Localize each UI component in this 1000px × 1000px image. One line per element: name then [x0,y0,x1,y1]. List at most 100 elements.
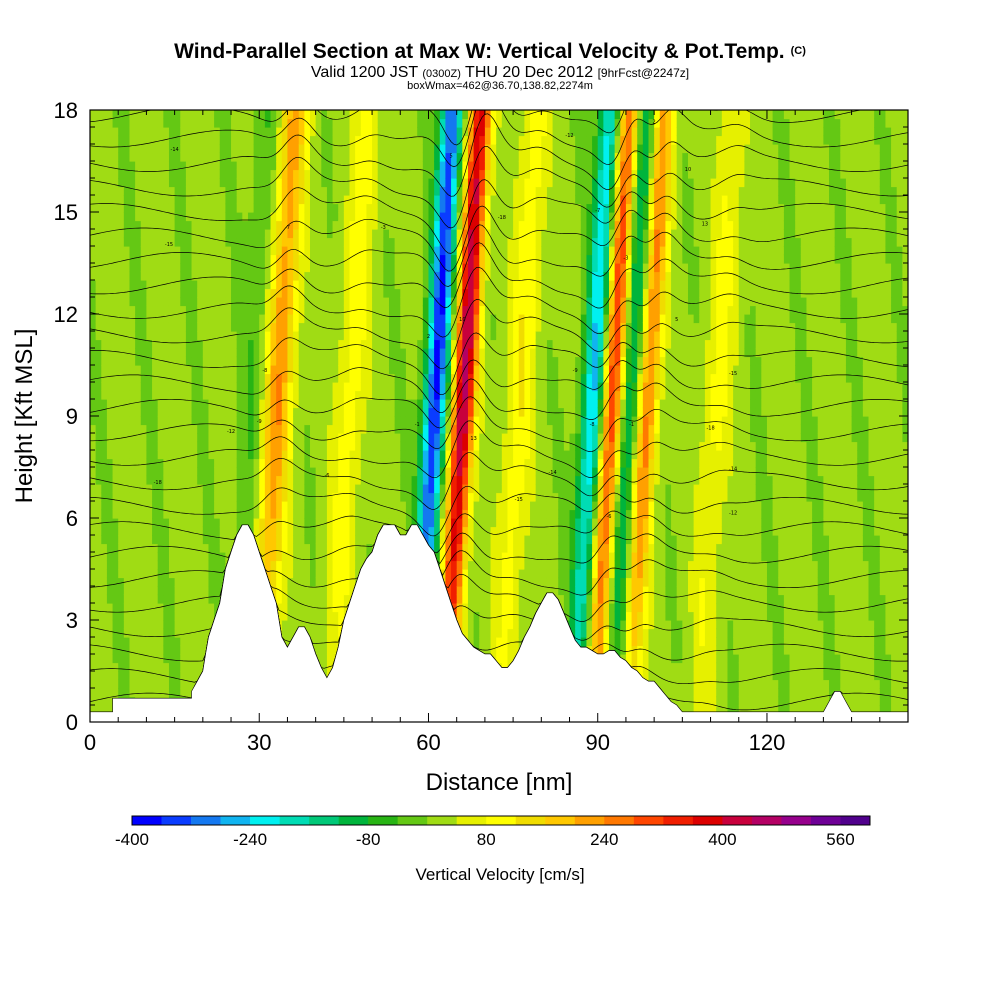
velocity-cell [326,356,334,366]
velocity-cell [473,611,480,621]
velocity-cell [101,620,108,630]
velocity-cell [253,484,260,494]
velocity-cell [422,407,430,417]
velocity-cell [191,144,198,154]
velocity-cell [462,526,469,536]
velocity-cell [231,399,238,409]
velocity-cell [191,484,198,494]
velocity-cell [338,416,345,426]
velocity-cell [253,127,260,137]
velocity-cell [321,169,328,179]
velocity-cell [383,263,390,273]
velocity-cell [287,365,294,375]
velocity-cell [310,390,317,400]
velocity-cell [152,356,159,366]
velocity-cell [135,569,142,579]
velocity-cell [467,365,475,375]
velocity-cell [343,390,351,400]
velocity-cell [225,288,232,298]
velocity-cell [135,433,142,443]
velocity-cell [214,492,221,502]
velocity-cell [236,144,243,154]
velocity-cell [304,144,311,154]
velocity-cell [214,390,221,400]
velocity-cell [129,390,136,400]
velocity-cell [366,339,373,349]
velocity-cell [112,390,119,400]
velocity-cell [462,577,469,587]
velocity-cell [321,305,328,315]
velocity-cell [174,178,181,188]
velocity-cell [146,577,153,587]
velocity-cell [231,161,238,171]
velocity-cell [417,348,424,358]
velocity-cell [439,458,447,468]
velocity-cell [123,467,131,477]
velocity-cell [473,603,480,613]
velocity-cell [101,110,108,120]
velocity-cell [428,297,435,307]
velocity-cell [434,543,441,553]
velocity-cell [118,178,125,188]
velocity-cell [388,492,396,502]
velocity-cell [157,594,164,604]
velocity-cell [247,152,255,162]
velocity-cell [298,407,305,417]
velocity-cell [231,373,238,383]
velocity-cell [112,603,119,613]
velocity-cell [208,144,215,154]
velocity-cell [112,271,119,281]
velocity-cell [140,603,148,613]
velocity-cell [360,467,368,477]
velocity-cell [360,535,368,545]
velocity-cell [180,161,187,171]
velocity-cell [405,424,413,434]
velocity-cell [473,288,480,298]
velocity-cell [349,560,356,570]
velocity-cell [462,603,469,613]
velocity-cell [456,348,463,358]
velocity-cell [112,373,119,383]
velocity-cell [293,220,300,230]
velocity-cell [394,424,401,434]
velocity-cell [473,348,480,358]
velocity-cell [405,203,413,213]
velocity-cell [355,407,362,417]
velocity-cell [372,467,379,477]
velocity-cell [163,526,170,536]
velocity-cell [422,348,430,358]
velocity-cell [214,144,221,154]
velocity-cell [202,543,210,553]
velocity-cell [428,535,435,545]
velocity-cell [434,195,441,205]
velocity-cell [451,382,458,392]
velocity-cell [366,467,373,477]
velocity-cell [451,339,458,349]
velocity-cell [101,637,108,647]
velocity-cell [106,705,114,715]
velocity-cell [247,433,255,443]
velocity-cell [451,467,458,477]
velocity-cell [242,271,249,281]
velocity-cell [473,492,480,502]
velocity-cell [332,220,339,230]
velocity-cell [298,203,305,213]
velocity-cell [242,509,249,519]
velocity-cell [202,195,210,205]
velocity-cell [445,518,452,528]
subtitle-part-1: Valid 1200 JST [311,64,422,81]
velocity-cell [174,535,181,545]
velocity-cell [106,314,114,324]
velocity-cell [163,637,170,647]
velocity-cell [90,416,97,426]
velocity-cell [439,220,447,230]
velocity-cell [123,348,131,358]
velocity-cell [372,356,379,366]
velocity-cell [388,424,396,434]
velocity-cell [411,288,418,298]
velocity-cell [197,144,204,154]
velocity-cell [388,399,396,409]
velocity-cell [388,178,396,188]
velocity-cell [270,331,277,341]
velocity-cell [208,220,215,230]
